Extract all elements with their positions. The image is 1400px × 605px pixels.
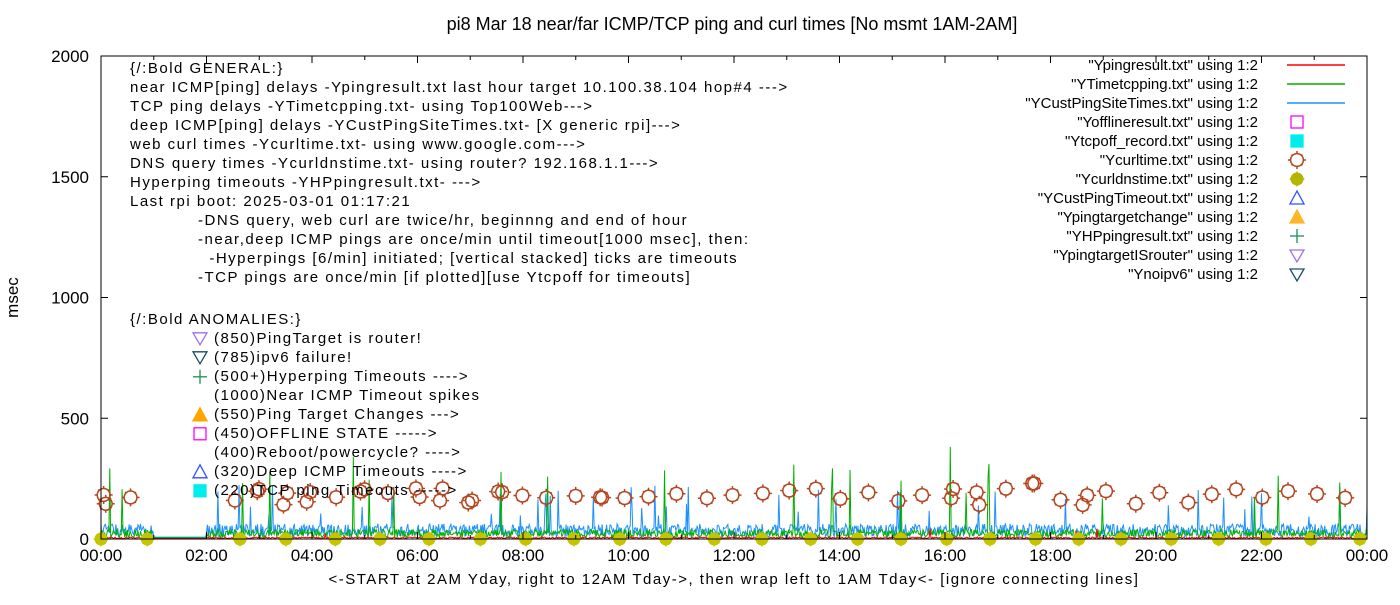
svg-text:"Ypingresult.txt" using 1:2: "Ypingresult.txt" using 1:2 bbox=[1088, 57, 1258, 74]
svg-text:"YCustPingTimeout.txt" using 1: "YCustPingTimeout.txt" using 1:2 bbox=[1038, 190, 1258, 207]
svg-text:-DNS query, web curl are twice: -DNS query, web curl are twice/hr, begin… bbox=[130, 212, 688, 229]
svg-text:"Ytcpoff_record.txt" using 1:2: "Ytcpoff_record.txt" using 1:2 bbox=[1065, 133, 1258, 150]
svg-text:deep ICMP[ping] delays -YCustP: deep ICMP[ping] delays -YCustPingSiteTim… bbox=[130, 117, 681, 134]
svg-text:00:00: 00:00 bbox=[1346, 546, 1389, 565]
svg-text:1500: 1500 bbox=[51, 168, 89, 187]
svg-text:-TCP pings are once/min [if pl: -TCP pings are once/min [if plotted][use… bbox=[130, 269, 691, 286]
svg-text:06:00: 06:00 bbox=[396, 546, 439, 565]
svg-text:DNS query times -Ycurldnstime.: DNS query times -Ycurldnstime.txt- using… bbox=[130, 155, 659, 172]
svg-text:20:00: 20:00 bbox=[1135, 546, 1178, 565]
svg-text:04:00: 04:00 bbox=[291, 546, 334, 565]
svg-text:TCP ping delays -YTimetcpping.: TCP ping delays -YTimetcpping.txt- using… bbox=[130, 98, 594, 115]
svg-text:(550)Ping Target Changes --->: (550)Ping Target Changes ---> bbox=[214, 406, 460, 423]
svg-text:"Ycurltime.txt" using 1:2: "Ycurltime.txt" using 1:2 bbox=[1100, 152, 1258, 169]
svg-text:18:00: 18:00 bbox=[1029, 546, 1072, 565]
svg-text:(1000)Near ICMP Timeout spikes: (1000)Near ICMP Timeout spikes bbox=[214, 387, 480, 404]
svg-text:-Hyperpings [6/min] initiated;: -Hyperpings [6/min] initiated; [vertical… bbox=[130, 250, 738, 267]
svg-text:10:00: 10:00 bbox=[607, 546, 650, 565]
svg-text:{/:Bold GENERAL:}: {/:Bold GENERAL:} bbox=[130, 60, 284, 77]
svg-text:"Ypingtargetchange" using 1:2: "Ypingtargetchange" using 1:2 bbox=[1057, 209, 1258, 226]
svg-text:22:00: 22:00 bbox=[1240, 546, 1283, 565]
svg-text:near ICMP[ping] delays -Ypingr: near ICMP[ping] delays -Ypingresult.txt … bbox=[130, 79, 789, 96]
svg-text:Last rpi boot: 2025-03-01 01:1: Last rpi boot: 2025-03-01 01:17:21 bbox=[130, 193, 411, 210]
svg-text:"YHPpingresult.txt" using 1:2: "YHPpingresult.txt" using 1:2 bbox=[1066, 228, 1258, 245]
svg-text:"Ycurldnstime.txt" using 1:2: "Ycurldnstime.txt" using 1:2 bbox=[1076, 171, 1258, 188]
svg-text:"Yofflineresult.txt" using 1:2: "Yofflineresult.txt" using 1:2 bbox=[1077, 114, 1258, 131]
svg-text:16:00: 16:00 bbox=[924, 546, 967, 565]
svg-text:02:00: 02:00 bbox=[185, 546, 228, 565]
svg-text:(220)TCP ping Timeouts ----->: (220)TCP ping Timeouts -----> bbox=[214, 482, 458, 499]
svg-text:web curl times -Ycurltime.txt-: web curl times -Ycurltime.txt- using www… bbox=[129, 136, 586, 153]
svg-text:(850)PingTarget is router!: (850)PingTarget is router! bbox=[214, 330, 422, 347]
svg-text:500: 500 bbox=[61, 409, 89, 428]
svg-text:"YTimetcpping.txt" using 1:2: "YTimetcpping.txt" using 1:2 bbox=[1071, 76, 1258, 93]
svg-text:(500+)Hyperping Timeouts ---->: (500+)Hyperping Timeouts ----> bbox=[214, 368, 469, 385]
svg-text:(320)Deep ICMP Timeouts ---->: (320)Deep ICMP Timeouts ----> bbox=[214, 463, 468, 480]
svg-text:14:00: 14:00 bbox=[818, 546, 861, 565]
svg-text:08:00: 08:00 bbox=[502, 546, 545, 565]
svg-text:Hyperping timeouts -YHPpingres: Hyperping timeouts -YHPpingresult.txt- -… bbox=[130, 174, 482, 191]
svg-text:2000: 2000 bbox=[51, 47, 89, 66]
svg-text:"YpingtargetISrouter" using 1:: "YpingtargetISrouter" using 1:2 bbox=[1053, 247, 1258, 264]
svg-text:1000: 1000 bbox=[51, 289, 89, 308]
svg-text:<-START at 2AM Yday, right to: <-START at 2AM Yday, right to 12AM Tday-… bbox=[329, 571, 1140, 588]
svg-text:{/:Bold ANOMALIES:}: {/:Bold ANOMALIES:} bbox=[130, 311, 302, 328]
svg-text:(785)ipv6 failure!: (785)ipv6 failure! bbox=[214, 349, 353, 366]
svg-text:msec: msec bbox=[3, 277, 22, 318]
svg-text:(450)OFFLINE STATE ----->: (450)OFFLINE STATE -----> bbox=[214, 425, 438, 442]
svg-text:12:00: 12:00 bbox=[713, 546, 756, 565]
svg-text:00:00: 00:00 bbox=[80, 546, 123, 565]
svg-text:-near,deep ICMP pings are once: -near,deep ICMP pings are once/min until… bbox=[130, 231, 750, 248]
svg-text:pi8 Mar 18 near/far ICMP/TCP: pi8 Mar 18 near/far ICMP/TCP ping and cu… bbox=[447, 14, 1018, 34]
svg-text:"YCustPingSiteTimes.txt" using: "YCustPingSiteTimes.txt" using 1:2 bbox=[1025, 95, 1258, 112]
svg-text:"Ynoipv6" using 1:2: "Ynoipv6" using 1:2 bbox=[1128, 266, 1258, 283]
svg-text:(400)Reboot/powercycle? ---->: (400)Reboot/powercycle? ----> bbox=[214, 444, 461, 461]
